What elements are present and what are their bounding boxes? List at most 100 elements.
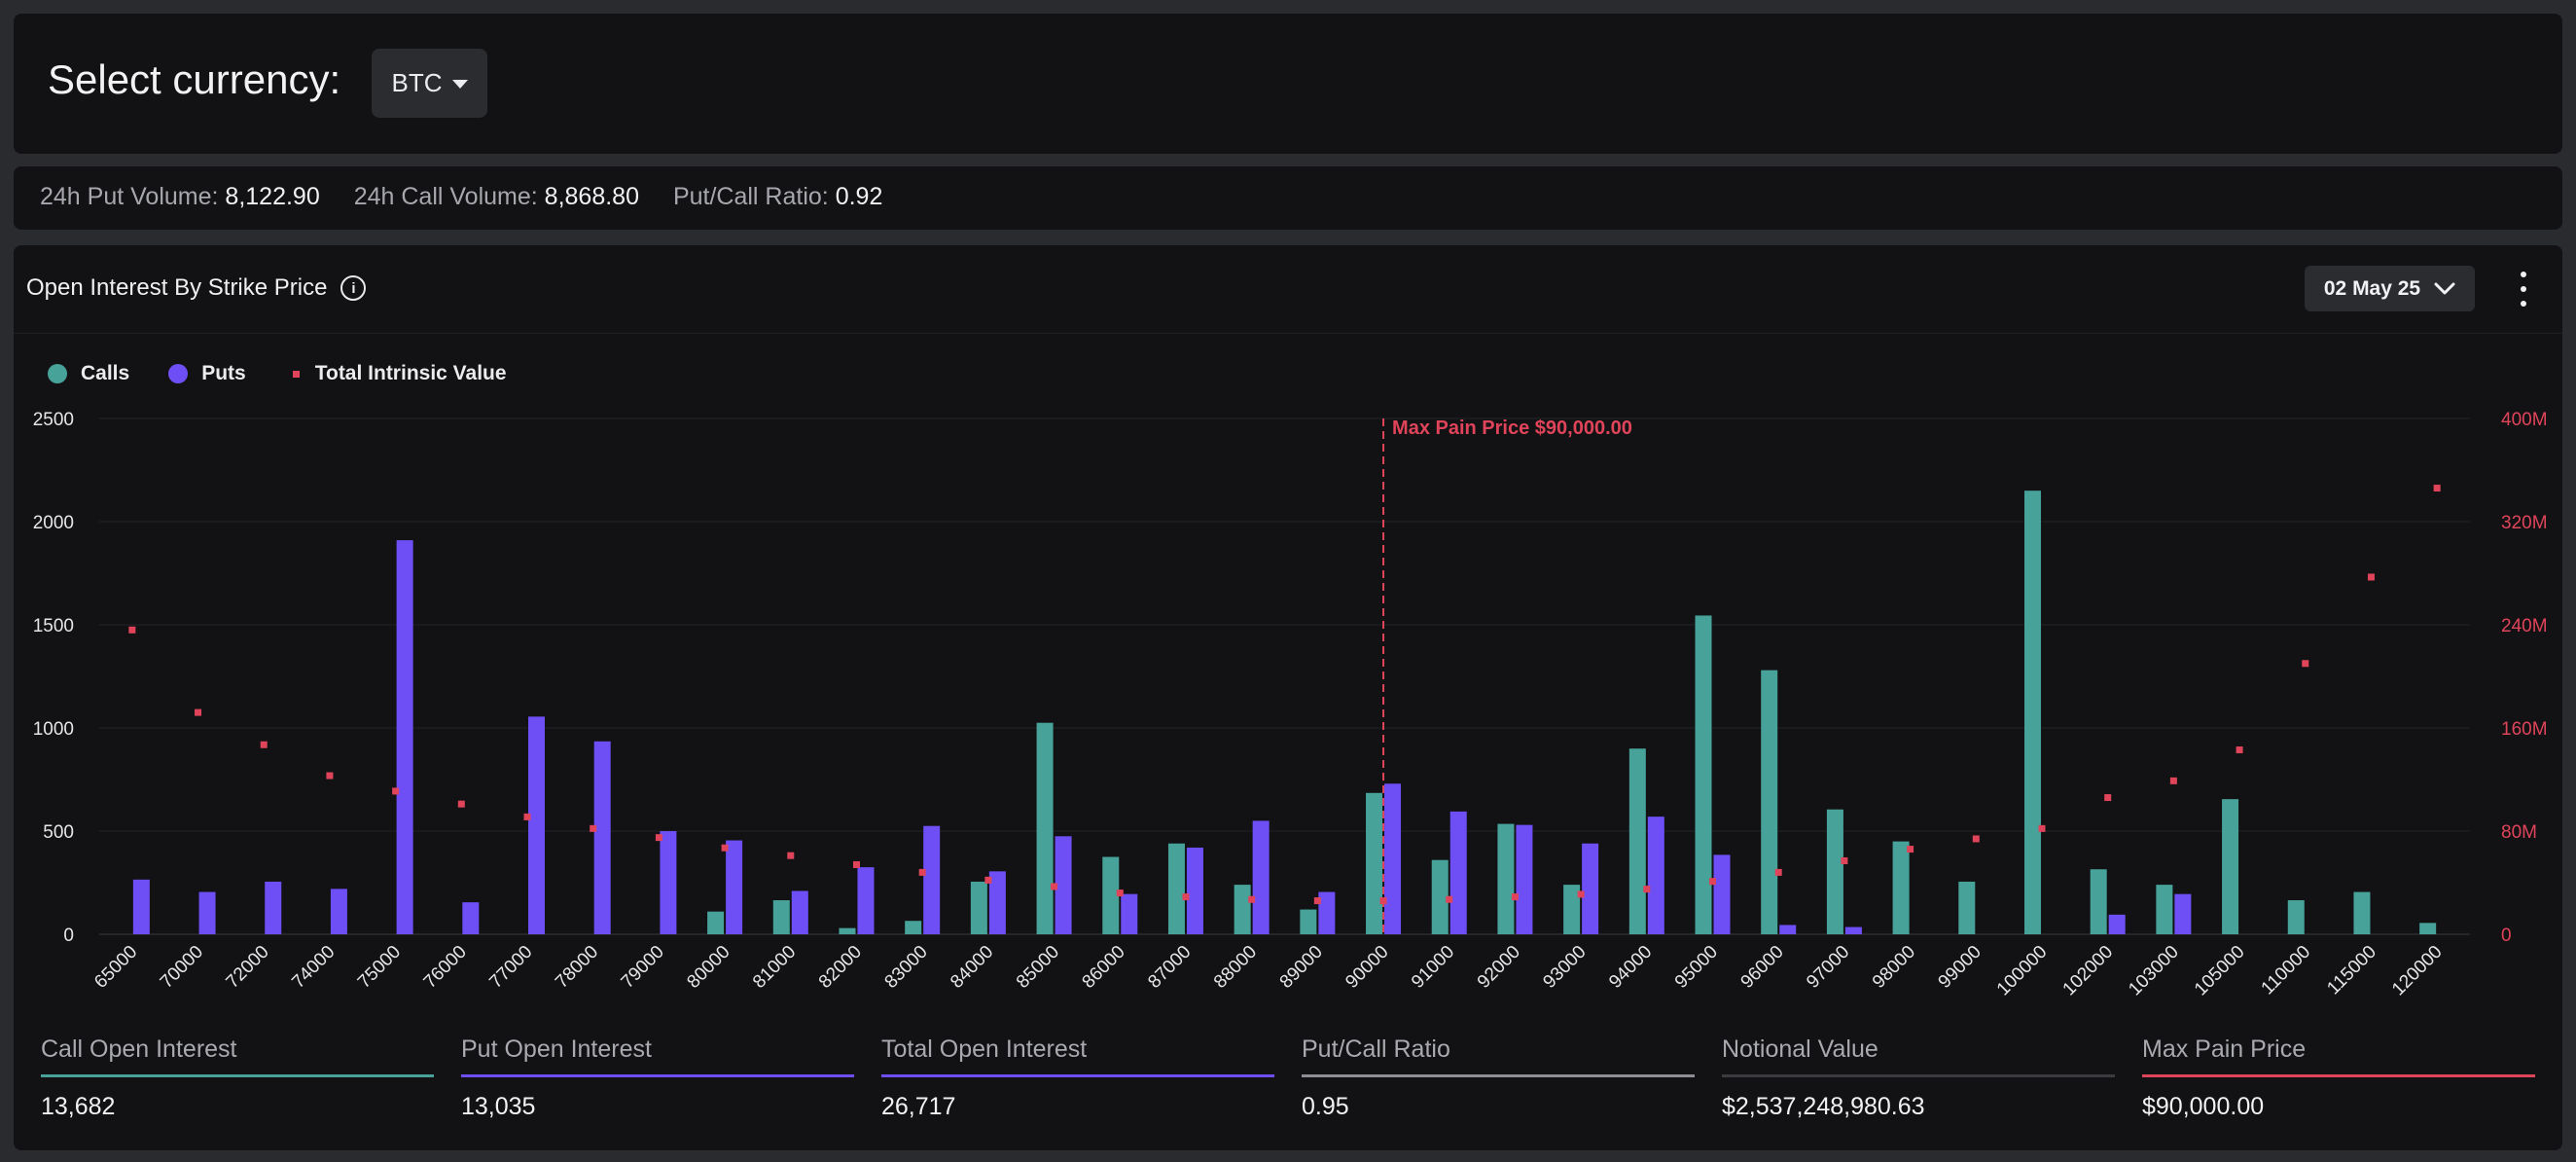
intrinsic-point xyxy=(2104,794,2112,802)
metric-label: Put/Call Ratio xyxy=(1302,1035,1450,1063)
put-bar xyxy=(132,879,150,934)
x-tick-label: 115000 xyxy=(2323,942,2380,999)
intrinsic-point xyxy=(655,834,662,842)
y-tick-right: 0 xyxy=(2501,926,2512,946)
metric-value: $2,537,248,980.63 xyxy=(1722,1093,1925,1120)
x-tick-label: 80000 xyxy=(683,942,733,993)
select-currency-label: Select currency: xyxy=(48,56,341,102)
open-interest-chart: 0 0 500 80M 1000 160M 1500 240M 2000 320M 2500 400M… xyxy=(33,410,2548,1000)
call-bar xyxy=(1497,823,1515,934)
metric-label: Total Open Interest xyxy=(881,1035,1088,1063)
more-options-icon[interactable] xyxy=(2514,272,2533,307)
expiry-date-value: 02 May 25 xyxy=(2323,276,2421,300)
put-bar xyxy=(1318,891,1336,934)
intrinsic-point xyxy=(1182,893,1190,901)
intrinsic-point xyxy=(1577,890,1585,898)
put-bar xyxy=(1384,783,1402,934)
y-tick-right: 80M xyxy=(2501,822,2537,843)
metric-label: Notional Value xyxy=(1722,1035,1878,1063)
currency-panel: Select currency: BTC xyxy=(14,14,2562,154)
legend-puts[interactable]: Puts xyxy=(168,362,246,385)
put-bar xyxy=(1779,925,1797,934)
y-tick-left: 2000 xyxy=(33,513,74,533)
call-bar xyxy=(1431,859,1449,934)
x-tick-label: 99000 xyxy=(1935,942,1986,993)
x-tick-label: 85000 xyxy=(1013,942,1063,993)
intrinsic-point xyxy=(918,868,926,876)
metric-value: 13,682 xyxy=(41,1093,116,1120)
metrics-row: Call Open Interest 13,682 Put Open Inter… xyxy=(41,1035,2535,1121)
put-call-ratio-value: 0.92 xyxy=(835,183,883,210)
x-tick-label: 102000 xyxy=(2059,942,2118,1000)
info-icon[interactable]: i xyxy=(340,275,367,301)
x-tick-label: 91000 xyxy=(1408,942,1458,993)
put-bar xyxy=(1186,847,1203,934)
put-bar xyxy=(1844,926,1862,934)
put-bar xyxy=(1055,836,1072,934)
x-tick-label: 84000 xyxy=(947,942,997,993)
metric-underline xyxy=(881,1074,1274,1077)
currency-dropdown[interactable]: BTC xyxy=(372,49,487,118)
intrinsic-point xyxy=(1907,846,1914,853)
metric-notional-value: Notional Value $2,537,248,980.63 xyxy=(1722,1035,2115,1121)
call-bar xyxy=(2419,923,2437,934)
x-tick-label: 93000 xyxy=(1539,942,1590,993)
call-bar xyxy=(1695,615,1712,934)
x-tick-label: 120000 xyxy=(2388,942,2447,1000)
x-tick-label: 105000 xyxy=(2191,942,2249,1000)
open-interest-panel: Open Interest By Strike Price i 02 May 2… xyxy=(14,245,2562,1150)
x-tick-label: 74000 xyxy=(288,942,339,993)
calls-legend-dot-icon xyxy=(48,364,67,383)
put-bar xyxy=(857,867,875,934)
y-tick-right: 160M xyxy=(2501,719,2548,740)
call-bar xyxy=(1958,881,1976,934)
intrinsic-point xyxy=(2236,746,2243,754)
put-bar xyxy=(1516,824,1533,934)
intrinsic-point xyxy=(2302,660,2309,668)
x-tick-label: 87000 xyxy=(1144,942,1195,993)
chart-header: Open Interest By Strike Price i xyxy=(26,274,367,302)
legend-calls-label: Calls xyxy=(81,362,130,384)
intrinsic-point xyxy=(326,772,334,780)
legend-puts-label: Puts xyxy=(201,362,246,384)
x-tick-label: 75000 xyxy=(354,942,405,993)
legend-calls[interactable]: Calls xyxy=(48,362,129,385)
expiry-date-dropdown[interactable]: 02 May 25 xyxy=(2305,266,2475,311)
x-tick-label: 110000 xyxy=(2258,942,2315,999)
chart-legend: Calls Puts Total Intrinsic Value xyxy=(48,362,546,385)
x-tick-label: 90000 xyxy=(1342,942,1392,993)
intrinsic-point xyxy=(2038,824,2046,832)
metric-put-open-interest: Put Open Interest 13,035 xyxy=(461,1035,854,1121)
put-bar xyxy=(593,741,611,934)
x-tick-label: 97000 xyxy=(1803,942,1853,993)
y-tick-left: 0 xyxy=(63,926,74,946)
call-bar xyxy=(2287,900,2305,934)
x-tick-label: 70000 xyxy=(157,942,207,993)
metric-label: Call Open Interest xyxy=(41,1035,237,1063)
x-tick-label: 98000 xyxy=(1869,942,1919,993)
metric-value: 0.95 xyxy=(1302,1093,1349,1120)
x-tick-label: 65000 xyxy=(90,942,141,993)
x-tick-label: 78000 xyxy=(552,942,602,993)
call-bar xyxy=(1167,843,1185,934)
x-tick-label: 72000 xyxy=(223,942,273,993)
x-tick-label: 77000 xyxy=(485,942,536,993)
intrinsic-point xyxy=(128,626,136,634)
put-call-ratio-label: Put/Call Ratio: xyxy=(672,183,829,210)
y-tick-left: 1000 xyxy=(33,719,74,740)
currency-value: BTC xyxy=(391,68,443,97)
put-bar xyxy=(923,825,941,934)
call-bar xyxy=(2156,885,2173,934)
legend-intrinsic[interactable]: Total Intrinsic Value xyxy=(285,362,507,385)
legend-intrinsic-label: Total Intrinsic Value xyxy=(314,362,507,384)
x-tick-label: 95000 xyxy=(1671,942,1722,993)
x-tick-label: 96000 xyxy=(1737,942,1788,993)
metric-put-call-ratio: Put/Call Ratio 0.95 xyxy=(1302,1035,1695,1121)
metric-underline xyxy=(461,1074,854,1077)
y-tick-right: 240M xyxy=(2501,616,2548,636)
volume-stats: 24h Put Volume: 8,122.90 24h Call Volume… xyxy=(40,183,910,211)
intrinsic-point xyxy=(1709,878,1717,886)
intrinsic-point xyxy=(1379,897,1387,905)
intrinsic-point xyxy=(1248,895,1256,903)
call-bar xyxy=(772,900,790,934)
